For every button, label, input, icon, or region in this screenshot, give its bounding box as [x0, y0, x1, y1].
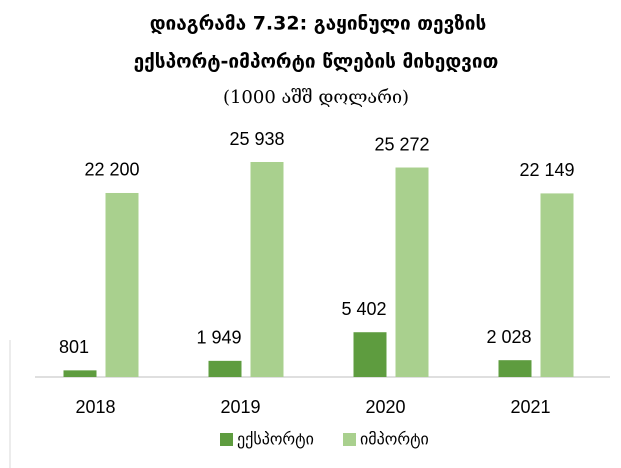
chart-title: ექსპორტ-იმპორტი წლების მიხედვით: [134, 51, 499, 73]
data-label: 22 200: [84, 160, 139, 180]
bar: [208, 360, 242, 377]
legend-label: ექსპორტი: [237, 430, 314, 449]
chart-title: დიაგრამა 7.32: გაყინული თევზის: [150, 13, 487, 35]
bar: [498, 360, 532, 377]
data-label: 25 272: [374, 134, 429, 154]
x-tick-label: 2020: [365, 397, 405, 417]
bar: [540, 193, 574, 377]
legend-swatch: [343, 433, 356, 446]
bar: [63, 370, 97, 377]
bar: [395, 167, 429, 377]
bar: [250, 162, 284, 377]
data-label: 801: [59, 337, 89, 357]
legend-swatch: [220, 433, 233, 446]
data-label: 5 402: [341, 299, 386, 319]
data-label: 2 028: [486, 327, 531, 347]
bar: [105, 192, 139, 377]
data-label: 25 938: [229, 129, 284, 149]
legend-label: იმპორტი: [360, 430, 429, 449]
x-tick-label: 2021: [510, 397, 550, 417]
chart-subtitle: (1000 აშშ დოლარი): [223, 87, 409, 108]
x-tick-label: 2019: [220, 397, 260, 417]
data-label: 1 949: [196, 328, 241, 348]
bar: [353, 332, 387, 377]
data-label: 22 149: [519, 160, 574, 180]
x-tick-label: 2018: [75, 397, 115, 417]
